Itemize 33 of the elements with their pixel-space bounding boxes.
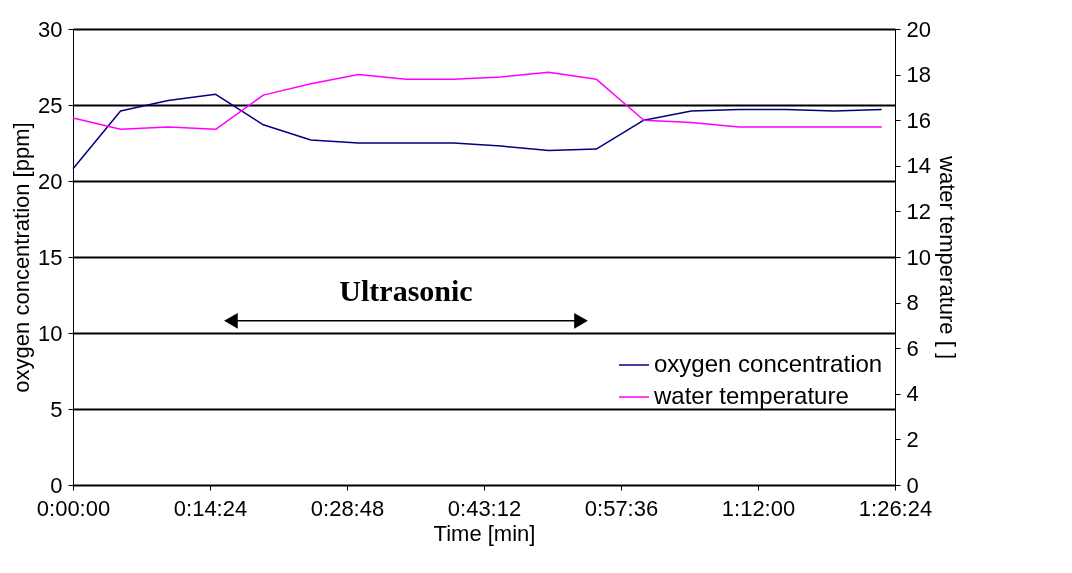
legend-label: water temperature xyxy=(653,382,849,409)
y-tick-label: 10 xyxy=(38,320,63,346)
y2-tick-label: 6 xyxy=(906,335,919,361)
y2-tick-label: 2 xyxy=(906,426,919,452)
y2-axis-title: water temperature [ ] xyxy=(934,155,960,359)
y2-tick-label: 8 xyxy=(906,290,919,316)
line-series xyxy=(72,93,883,170)
y2-tick-label: 18 xyxy=(906,62,931,88)
x-tick-label: 0:43:12 xyxy=(447,495,522,521)
line-series xyxy=(72,71,883,131)
y-tick-label: 25 xyxy=(38,92,63,118)
y-tick-label: 0 xyxy=(50,472,63,498)
x-tick-label: 0:28:48 xyxy=(310,495,385,521)
y-axis-title: oxygen concentration [ppm] xyxy=(9,122,35,393)
annotation: Ultrasonic xyxy=(339,273,473,307)
legend-label: oxygen concentration xyxy=(654,350,883,377)
y-tick-label: 15 xyxy=(38,244,63,270)
y2-tick-label: 0 xyxy=(906,472,919,498)
y2-tick-label: 10 xyxy=(906,244,931,270)
y-tick-label: 20 xyxy=(38,168,63,194)
y2-tick-label: 16 xyxy=(906,107,931,133)
x-tick-label: 0:14:24 xyxy=(173,495,248,521)
y-tick-label: 30 xyxy=(38,16,63,42)
y2-tick-label: 20 xyxy=(906,16,931,42)
y-tick-label: 5 xyxy=(50,396,63,422)
x-axis-title: Time [min] xyxy=(433,520,536,546)
y2-tick-label: 14 xyxy=(906,153,931,179)
x-tick-label: 0:00:00 xyxy=(36,495,111,521)
x-tick-label: 1:26:24 xyxy=(858,495,933,521)
x-tick-label: 0:57:36 xyxy=(584,495,659,521)
x-tick-label: 1:12:00 xyxy=(721,495,796,521)
y2-tick-label: 4 xyxy=(906,381,919,407)
y2-tick-label: 12 xyxy=(906,198,931,224)
